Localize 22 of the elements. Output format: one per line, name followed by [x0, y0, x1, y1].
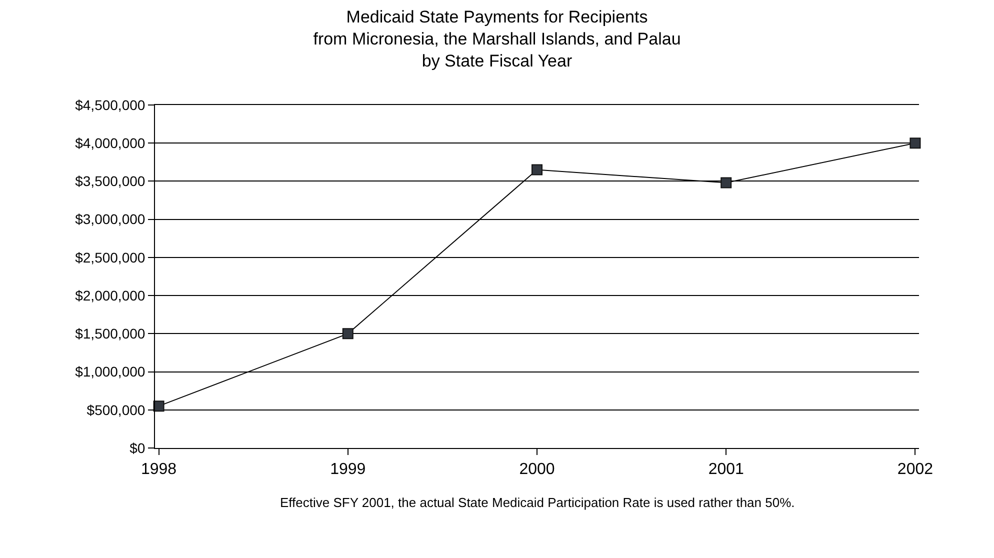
y-tick-label: $500,000	[86, 402, 146, 418]
y-tick-label: $1,000,000	[75, 364, 146, 380]
point	[532, 164, 542, 176]
x-tick-label: 2002	[897, 461, 934, 478]
x-tick-label: 2001	[708, 461, 744, 478]
y-tick-label: $4,000,000	[75, 135, 146, 152]
y-tick-label: $3,500,000	[75, 173, 146, 190]
point	[720, 177, 732, 188]
y-tick-label: $1,500,000	[75, 326, 146, 342]
x-tick-label: 2000	[519, 461, 555, 478]
x-tick-label: 1999	[330, 461, 366, 478]
y-tick-label: $2,500,000	[75, 249, 146, 266]
x-tick-label: 1998	[140, 461, 177, 478]
point	[910, 138, 921, 149]
point	[342, 328, 354, 340]
point	[153, 400, 164, 412]
y-tick-label: $4,500,000	[75, 96, 146, 113]
y-tick-label: $0	[130, 440, 146, 456]
y-tick-label: $2,000,000	[75, 287, 146, 304]
chart-title: Medicaid State Payments for Recipients from Micronesia, the Marshall Islands, and Palau by State Fiscal Year	[313, 7, 681, 71]
text: Effective SFY 2001, the actual State Medicaid Participation Rate is used rather than 50%.	[280, 495, 795, 510]
y-tick-label: $3,000,000	[75, 211, 146, 228]
